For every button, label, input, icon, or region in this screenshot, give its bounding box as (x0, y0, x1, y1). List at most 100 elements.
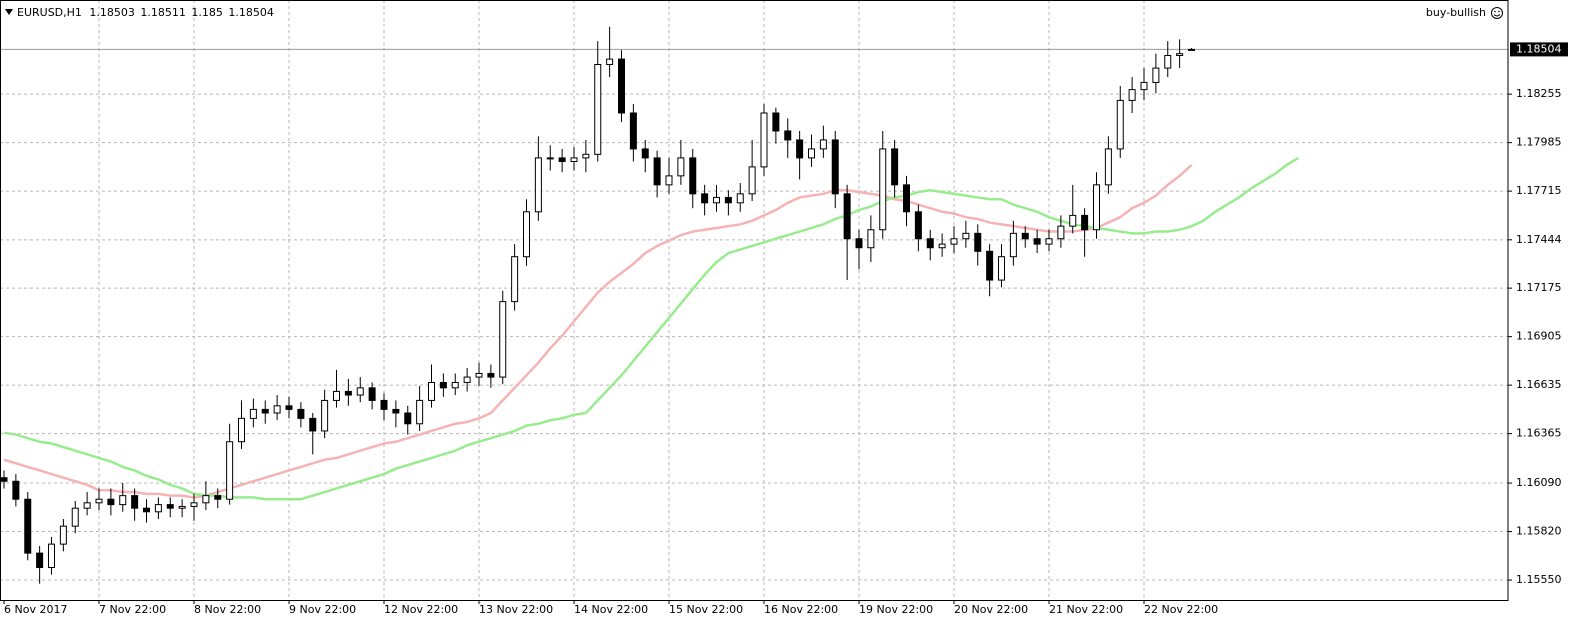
x-tick-label: 21 Nov 22:00 (1049, 603, 1123, 616)
candle-body (1116, 99, 1124, 150)
candle-body (582, 153, 590, 159)
candle-body (974, 232, 982, 252)
candle-body (926, 238, 934, 249)
smiley-icon (1491, 7, 1503, 19)
candle-body (1009, 232, 1017, 258)
candle-body (570, 157, 578, 162)
candle-body (831, 139, 839, 195)
candle-body (463, 376, 471, 383)
candle-body (1057, 225, 1065, 240)
y-tick-label: 1.15820 (1516, 525, 1562, 538)
y-tick-label: 1.17985 (1516, 136, 1562, 149)
candle-body (59, 525, 67, 545)
candle-body (249, 408, 257, 419)
candle-body (36, 552, 44, 568)
candle-body (297, 408, 305, 419)
candle-body (333, 390, 340, 401)
candle-body (534, 157, 542, 213)
y-tick-label: 1.16090 (1516, 476, 1562, 489)
candle-body (808, 148, 815, 159)
candle-body (511, 256, 519, 303)
x-tick-label: 6 Nov 2017 (4, 603, 67, 616)
candle-body (119, 495, 127, 506)
candle-body (48, 543, 55, 568)
candle-body (166, 504, 174, 509)
candle-body (796, 139, 804, 159)
y-tick-label: 1.15550 (1516, 573, 1562, 586)
candle-body (689, 157, 697, 195)
symbol: EURUSD,H1 (17, 6, 82, 19)
header-high: 1.18511 (140, 6, 186, 19)
candle-body (428, 381, 435, 401)
candle-body (356, 387, 364, 396)
candle-body (677, 157, 685, 177)
x-tick-label: 8 Nov 22:00 (194, 603, 261, 616)
y-tick-label: 1.16905 (1516, 330, 1562, 343)
x-tick-label: 22 Nov 22:00 (1144, 603, 1218, 616)
candle-body (1176, 53, 1184, 57)
candle-body (724, 196, 732, 204)
x-tick-label: 13 Nov 22:00 (479, 603, 553, 616)
candle-body (1140, 81, 1148, 91)
header-close: 1.18504 (228, 6, 274, 19)
candle-body (1021, 232, 1029, 240)
candle-body (701, 193, 709, 204)
y-tick-label: 1.16365 (1516, 427, 1562, 440)
marks-layer (0, 26, 1300, 584)
grid-layer (0, 0, 1508, 600)
candle-body (83, 502, 91, 509)
candle-body (784, 130, 792, 141)
x-tick-label: 16 Nov 22:00 (764, 603, 838, 616)
x-tick-label: 9 Nov 22:00 (289, 603, 356, 616)
candle-body (558, 157, 566, 162)
y-tick-label: 1.17715 (1516, 184, 1562, 197)
candle-body (891, 148, 899, 186)
candle-body (107, 498, 115, 506)
candle-body (499, 301, 507, 378)
candle-body (748, 166, 756, 195)
candle-body (855, 238, 863, 249)
candle-body (772, 112, 780, 132)
candle-body (475, 372, 483, 378)
candle-body (238, 417, 245, 443)
candle-body (190, 502, 198, 507)
candle-body (962, 232, 970, 240)
candle-body (665, 175, 673, 186)
candle-body (178, 505, 186, 509)
y-tick-label: 1.17175 (1516, 281, 1562, 294)
candle-body (95, 498, 103, 504)
y-tick-label: 1.16635 (1516, 378, 1562, 391)
candle-body (131, 495, 139, 509)
candle-body (487, 372, 495, 378)
candle-body (1152, 67, 1160, 83)
candle-body (309, 417, 317, 432)
candle-body (226, 441, 234, 500)
candle-body (938, 243, 946, 249)
candle-body (594, 63, 602, 155)
x-tick-label: 7 Nov 22:00 (99, 603, 166, 616)
current-price-label: 1.18504 (1516, 42, 1562, 55)
candle-body (12, 480, 20, 500)
candle-body (618, 58, 625, 114)
candle-body (154, 504, 162, 513)
candle-body (214, 495, 222, 500)
candle-body (273, 405, 281, 414)
x-tick-label: 14 Nov 22:00 (574, 603, 648, 616)
candle-body (546, 157, 554, 160)
candle-body (629, 112, 637, 150)
candle-body (1128, 89, 1136, 101)
candle-body (950, 238, 958, 245)
candle-body (0, 477, 8, 482)
candle-body (736, 193, 744, 204)
x-tick-label: 19 Nov 22:00 (859, 603, 933, 616)
candle-body (1164, 55, 1172, 69)
candle-body (321, 399, 329, 432)
candle-body (653, 157, 661, 186)
chart-header: EURUSD,H1 1.18503 1.18511 1.185 1.18504 (17, 6, 274, 19)
candle-body (903, 184, 910, 213)
menu-triangle[interactable] (5, 9, 13, 15)
candle-body (713, 196, 720, 204)
candle-body (879, 148, 887, 231)
